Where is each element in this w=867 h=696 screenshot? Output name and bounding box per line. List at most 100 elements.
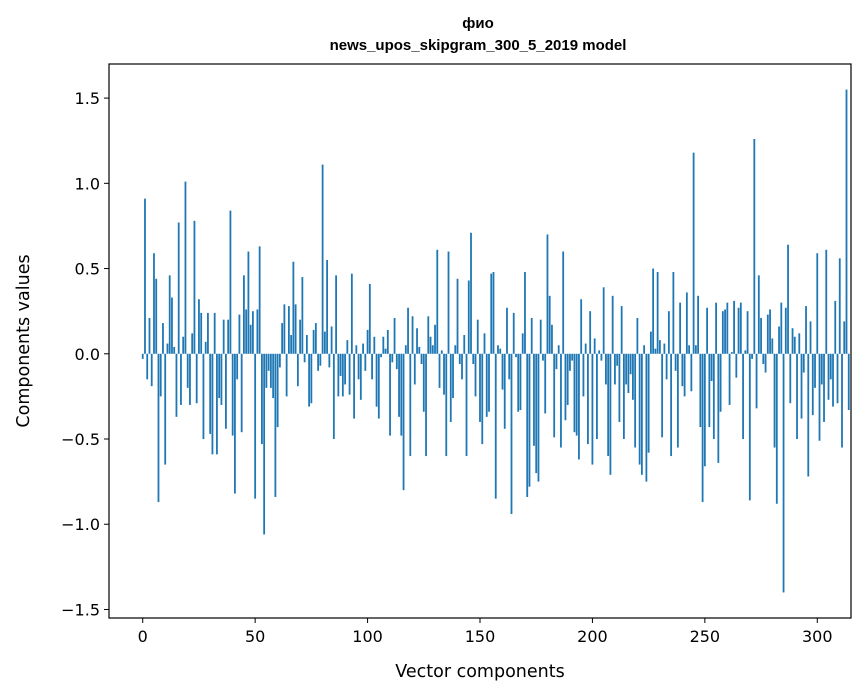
bar — [751, 353, 753, 359]
bar — [811, 353, 814, 416]
bar — [584, 343, 587, 354]
x-axis-label: Vector components — [395, 662, 564, 682]
bar — [800, 353, 803, 419]
bar — [191, 333, 194, 354]
bar — [578, 353, 580, 460]
bar — [634, 353, 637, 448]
x-tick-label: 150 — [465, 627, 496, 646]
bar — [719, 353, 722, 412]
bar — [748, 353, 751, 501]
bar — [238, 314, 241, 354]
bar — [499, 348, 502, 354]
bar — [593, 338, 596, 354]
bar — [359, 353, 362, 400]
bar — [326, 260, 328, 354]
bar — [483, 333, 486, 354]
bar — [760, 317, 762, 354]
bar — [146, 353, 149, 380]
bar — [366, 329, 369, 354]
bar — [431, 345, 434, 354]
bar — [764, 353, 767, 373]
bar — [632, 353, 634, 400]
bar — [838, 258, 841, 354]
bar — [488, 353, 490, 412]
bar — [173, 346, 176, 354]
bar — [148, 317, 151, 354]
bar — [605, 353, 607, 385]
bar — [229, 210, 232, 354]
bar — [220, 353, 223, 405]
bar — [661, 353, 664, 438]
bar — [236, 353, 239, 380]
bar — [553, 353, 556, 438]
bar — [198, 299, 200, 354]
bar — [391, 353, 394, 363]
y-tick-label: 1.5 — [75, 89, 100, 108]
bar — [166, 343, 169, 354]
bar — [832, 353, 834, 407]
bar — [654, 348, 657, 354]
bar — [712, 353, 715, 440]
bar — [582, 353, 585, 397]
bar — [791, 328, 794, 354]
bar — [672, 271, 675, 354]
bar — [269, 353, 272, 388]
bar — [845, 89, 848, 354]
bar — [591, 353, 594, 465]
bar — [393, 317, 396, 354]
bar — [225, 353, 227, 429]
bar — [694, 345, 697, 354]
bar — [802, 353, 805, 373]
bar — [310, 353, 313, 404]
bar — [681, 353, 684, 387]
bar — [254, 353, 257, 499]
bar — [445, 353, 448, 457]
bar — [539, 319, 542, 354]
bar — [422, 353, 425, 412]
bar — [571, 353, 574, 361]
bar — [793, 336, 796, 354]
bar — [562, 251, 565, 354]
x-tick-label: 0 — [138, 627, 148, 646]
bar — [510, 353, 513, 515]
bar — [834, 300, 837, 354]
bar — [762, 353, 765, 365]
bar — [476, 319, 479, 354]
bar — [643, 345, 646, 354]
bar — [452, 353, 454, 399]
bar — [699, 353, 702, 428]
bar — [155, 278, 158, 354]
bar — [278, 353, 281, 368]
bar — [580, 299, 583, 354]
bar — [162, 323, 164, 354]
bar — [667, 311, 670, 354]
bar — [789, 353, 792, 404]
bar — [314, 323, 317, 354]
bar — [744, 350, 747, 354]
bar — [303, 353, 306, 363]
bar — [730, 352, 733, 354]
bar — [461, 353, 463, 380]
bar — [485, 353, 488, 417]
bar — [757, 275, 760, 354]
bar — [512, 312, 515, 354]
bar — [357, 353, 360, 380]
bar — [436, 249, 439, 354]
bar — [787, 244, 789, 354]
bar — [715, 302, 717, 354]
bar — [470, 232, 472, 354]
bar — [164, 353, 167, 465]
bar — [566, 353, 569, 405]
bar — [375, 353, 378, 407]
bar — [144, 198, 146, 354]
bar — [346, 340, 349, 354]
bar — [195, 353, 198, 404]
bar — [519, 353, 522, 411]
bar — [841, 353, 843, 448]
bar — [645, 353, 648, 482]
bar — [560, 353, 562, 448]
bar — [416, 328, 418, 354]
bar — [620, 306, 623, 354]
x-tick-label: 300 — [802, 627, 833, 646]
bar — [656, 271, 659, 354]
